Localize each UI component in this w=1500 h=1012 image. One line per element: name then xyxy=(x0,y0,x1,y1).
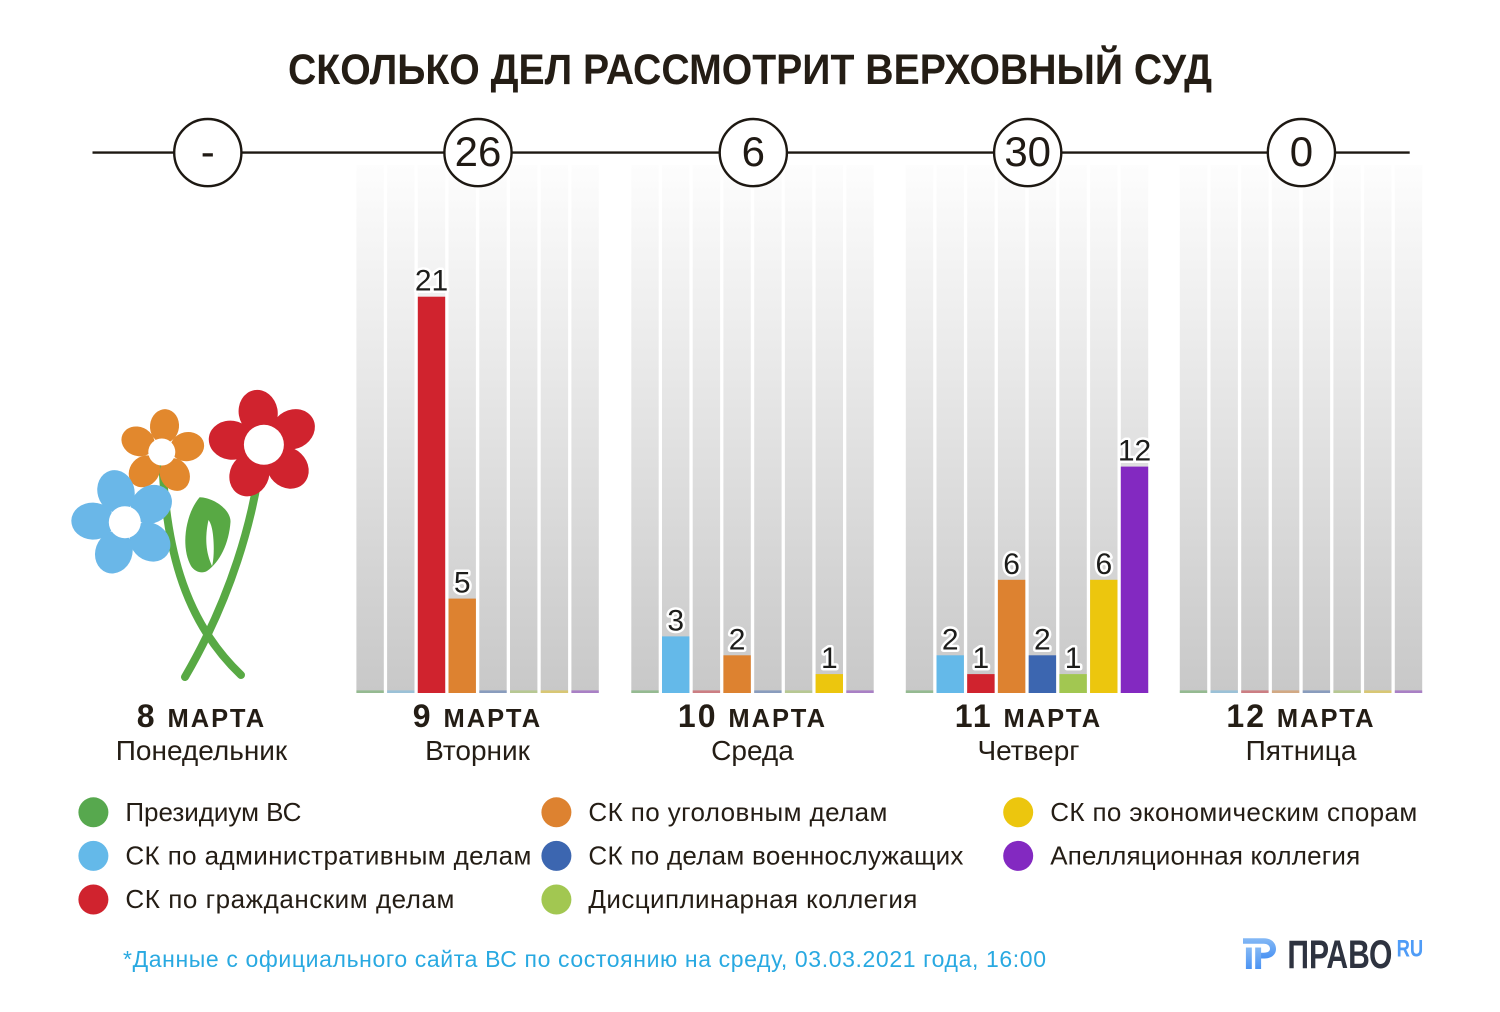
svg-text:6: 6 xyxy=(1003,548,1020,581)
svg-text:Апелляционная коллегия: Апелляционная коллегия xyxy=(1050,841,1360,871)
svg-text:2: 2 xyxy=(729,623,746,656)
svg-text:26: 26 xyxy=(455,128,502,175)
svg-text:Дисциплинарная коллегия: Дисциплинарная коллегия xyxy=(588,884,917,914)
svg-text:0: 0 xyxy=(1290,128,1313,175)
svg-text:RU: RU xyxy=(1397,935,1424,963)
svg-text:Вторник: Вторник xyxy=(425,735,531,766)
svg-text:СК по административным делам: СК по административным делам xyxy=(125,841,531,871)
svg-text:6: 6 xyxy=(1095,548,1112,581)
svg-text:Понедельник: Понедельник xyxy=(116,735,288,766)
svg-text:СК по делам военнослужащих: СК по делам военнослужащих xyxy=(588,841,963,871)
svg-text:Президиум ВС: Президиум ВС xyxy=(125,797,301,827)
svg-text:8 МАРТА: 8 МАРТА xyxy=(137,698,266,734)
svg-text:2: 2 xyxy=(1034,623,1051,656)
svg-text:СК по гражданским делам: СК по гражданским делам xyxy=(125,884,454,914)
svg-text:9 МАРТА: 9 МАРТА xyxy=(413,698,542,734)
svg-text:Среда: Среда xyxy=(711,735,794,766)
svg-text:1: 1 xyxy=(973,642,990,675)
svg-text:21: 21 xyxy=(415,265,448,298)
svg-text:*Данные с официального сайта В: *Данные с официального сайта ВС по состо… xyxy=(123,946,1046,972)
svg-text:12 МАРТА: 12 МАРТА xyxy=(1226,698,1375,734)
svg-text:-: - xyxy=(201,128,215,175)
svg-text:5: 5 xyxy=(454,567,471,600)
svg-text:1: 1 xyxy=(821,642,838,675)
svg-text:11 МАРТА: 11 МАРТА xyxy=(955,698,1102,734)
svg-text:Четверг: Четверг xyxy=(977,735,1079,766)
svg-text:СК по уголовным делам: СК по уголовным делам xyxy=(588,797,887,827)
svg-text:Пятница: Пятница xyxy=(1246,735,1357,766)
svg-text:3: 3 xyxy=(667,604,684,637)
svg-text:1: 1 xyxy=(1065,642,1082,675)
svg-text:СК по экономическим спорам: СК по экономическим спорам xyxy=(1050,797,1417,827)
svg-text:10 МАРТА: 10 МАРТА xyxy=(678,698,827,734)
svg-text:ПРАВО: ПРАВО xyxy=(1287,932,1392,977)
svg-text:СКОЛЬКО ДЕЛ РАССМОТРИТ ВЕРХОВН: СКОЛЬКО ДЕЛ РАССМОТРИТ ВЕРХОВНЫЙ СУД xyxy=(288,45,1212,94)
svg-text:6: 6 xyxy=(742,128,765,175)
svg-text:30: 30 xyxy=(1004,128,1051,175)
svg-text:12: 12 xyxy=(1118,435,1151,468)
svg-text:2: 2 xyxy=(942,623,959,656)
